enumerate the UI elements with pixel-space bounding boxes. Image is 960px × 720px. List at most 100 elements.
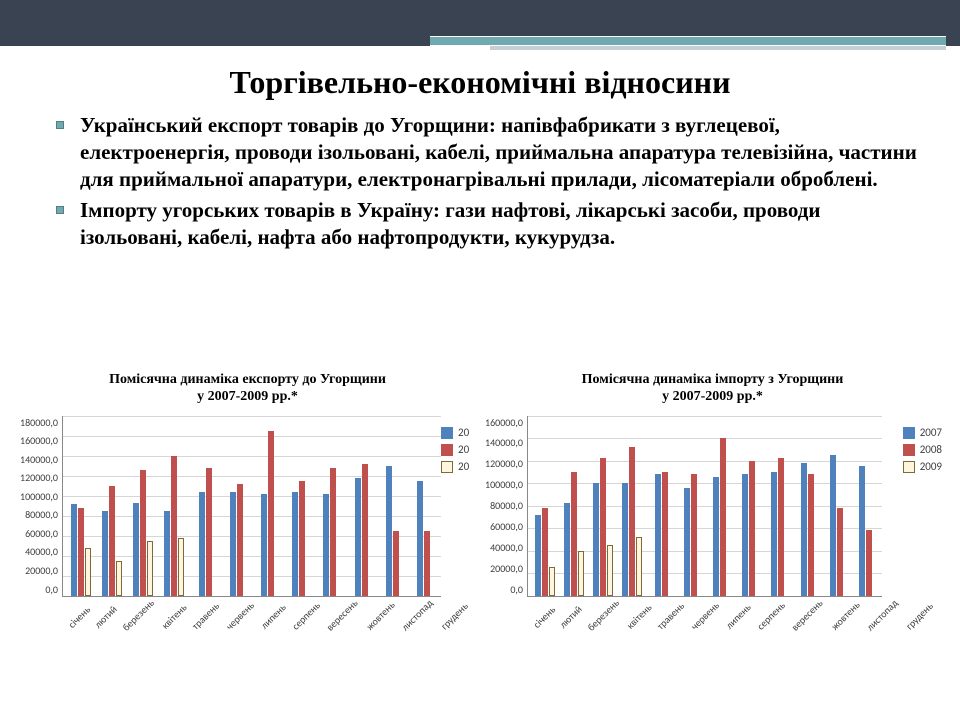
x-tick-label: березень xyxy=(585,596,622,633)
bar-2009 xyxy=(85,548,91,596)
slide: Торгівельно-економічні відносини Українс… xyxy=(0,0,960,720)
y-tick-label: 80000,0 xyxy=(25,508,58,521)
bar-group xyxy=(793,416,822,596)
legend-label: 20 xyxy=(458,426,469,439)
x-tick-label: жовтень xyxy=(828,598,862,632)
legend-row: 20 xyxy=(441,426,481,439)
x-tick-label: липень xyxy=(723,600,754,631)
bar-2008 xyxy=(206,468,212,596)
export-chart: Помісячна динаміка експорту до Угорщини … xyxy=(20,372,475,682)
legend-label: 2009 xyxy=(920,460,942,473)
bar-group xyxy=(314,416,345,596)
bar-2008 xyxy=(299,481,305,596)
bar-2008 xyxy=(866,530,872,595)
y-tick-label: 140000,0 xyxy=(485,436,523,449)
bar-2007 xyxy=(535,515,541,596)
legend-row: 20 xyxy=(441,443,481,456)
bar-2007 xyxy=(713,477,719,595)
bar-2009 xyxy=(636,537,642,596)
y-tick-label: 80000,0 xyxy=(490,499,523,512)
bar-group xyxy=(647,416,676,596)
x-tick-label: грудень xyxy=(903,599,936,632)
bars xyxy=(528,416,882,596)
y-tick-label: 40000,0 xyxy=(25,545,58,558)
bar-group xyxy=(822,416,851,596)
bar-2007 xyxy=(71,504,77,596)
legend-row: 2008 xyxy=(903,443,942,456)
y-axis: 180000,0160000,0140000,0120000,0100000,0… xyxy=(20,416,62,596)
bar-2008 xyxy=(571,472,577,596)
charts-row: Помісячна динаміка експорту до Угорщини … xyxy=(20,372,940,682)
plot-area: січеньлютийберезеньквітеньтравеньчервень… xyxy=(62,416,441,597)
bar-2008 xyxy=(78,508,84,596)
x-tick-label: червень xyxy=(223,598,257,632)
x-tick-label: травень xyxy=(189,599,222,632)
bar-2007 xyxy=(323,494,329,596)
legend-row: 20 xyxy=(441,460,481,473)
y-tick-label: 160000,0 xyxy=(485,416,523,429)
top-bar-accent xyxy=(430,36,946,54)
legend: 20 20 20 xyxy=(441,426,481,477)
y-tick-label: 0,0 xyxy=(45,583,58,596)
bar-2009 xyxy=(178,538,184,596)
x-tick-label: березень xyxy=(120,596,157,633)
bar-2008 xyxy=(362,464,368,596)
y-tick-label: 180000,0 xyxy=(20,416,58,429)
y-tick-label: 20000,0 xyxy=(490,562,523,575)
bar-2008 xyxy=(720,438,726,596)
legend-label: 20 xyxy=(458,443,469,456)
bar-2008 xyxy=(109,486,115,596)
legend-label: 2007 xyxy=(920,426,942,439)
bar-2007 xyxy=(622,483,628,596)
y-tick-label: 0,0 xyxy=(510,583,523,596)
bar-group xyxy=(588,416,617,596)
legend-label: 20 xyxy=(458,460,469,473)
bar-2008 xyxy=(600,458,606,595)
bar-2009 xyxy=(578,551,584,596)
bar-group xyxy=(221,416,252,596)
bar-group xyxy=(65,416,96,596)
bar-group xyxy=(559,416,588,596)
x-tick-label: січень xyxy=(65,603,93,631)
bar-2009 xyxy=(607,545,613,596)
bar-2007 xyxy=(655,474,661,596)
bar-group xyxy=(763,416,792,596)
x-tick-label: квітень xyxy=(624,600,655,631)
bar-group xyxy=(190,416,221,596)
legend-swatch xyxy=(903,427,915,439)
bars xyxy=(63,416,441,596)
bar-2008 xyxy=(171,456,177,596)
chart-title: Помісячна динаміка імпорту з Угорщини у … xyxy=(485,372,940,406)
bar-2008 xyxy=(237,484,243,596)
legend-swatch xyxy=(903,444,915,456)
bar-2009 xyxy=(549,567,555,595)
y-tick-label: 100000,0 xyxy=(485,478,523,491)
body-text: Український експорт товарів до Угорщини:… xyxy=(56,112,920,254)
bar-2008 xyxy=(393,531,399,596)
x-tick-label: червень xyxy=(688,598,722,632)
x-tick-label: листопад xyxy=(864,596,901,633)
bar-group xyxy=(851,416,880,596)
bar-group xyxy=(96,416,127,596)
bar-group xyxy=(676,416,705,596)
y-tick-label: 60000,0 xyxy=(25,527,58,540)
bar-2008 xyxy=(268,431,274,596)
x-tick-label: грудень xyxy=(438,599,471,632)
page-title: Торгівельно-економічні відносини xyxy=(0,64,960,101)
bar-2007 xyxy=(355,478,361,596)
bar-2007 xyxy=(684,488,690,596)
bar-group xyxy=(252,416,283,596)
bar-2008 xyxy=(424,531,430,596)
legend-label: 2008 xyxy=(920,443,942,456)
bar-2007 xyxy=(859,466,865,595)
bullet-item: Імпорту угорських товарів в Україну: газ… xyxy=(56,197,920,251)
bar-2007 xyxy=(102,511,108,596)
bar-2007 xyxy=(230,492,236,596)
chart-title-line1: Помісячна динаміка імпорту з Угорщини xyxy=(582,372,844,387)
y-tick-label: 120000,0 xyxy=(20,471,58,484)
bar-2009 xyxy=(147,541,153,596)
legend-swatch xyxy=(441,461,453,473)
y-axis: 160000,0140000,0120000,0100000,080000,06… xyxy=(485,416,527,596)
bar-2007 xyxy=(593,483,599,596)
x-axis: січеньлютийберезеньквітеньтравеньчервень… xyxy=(528,598,882,611)
